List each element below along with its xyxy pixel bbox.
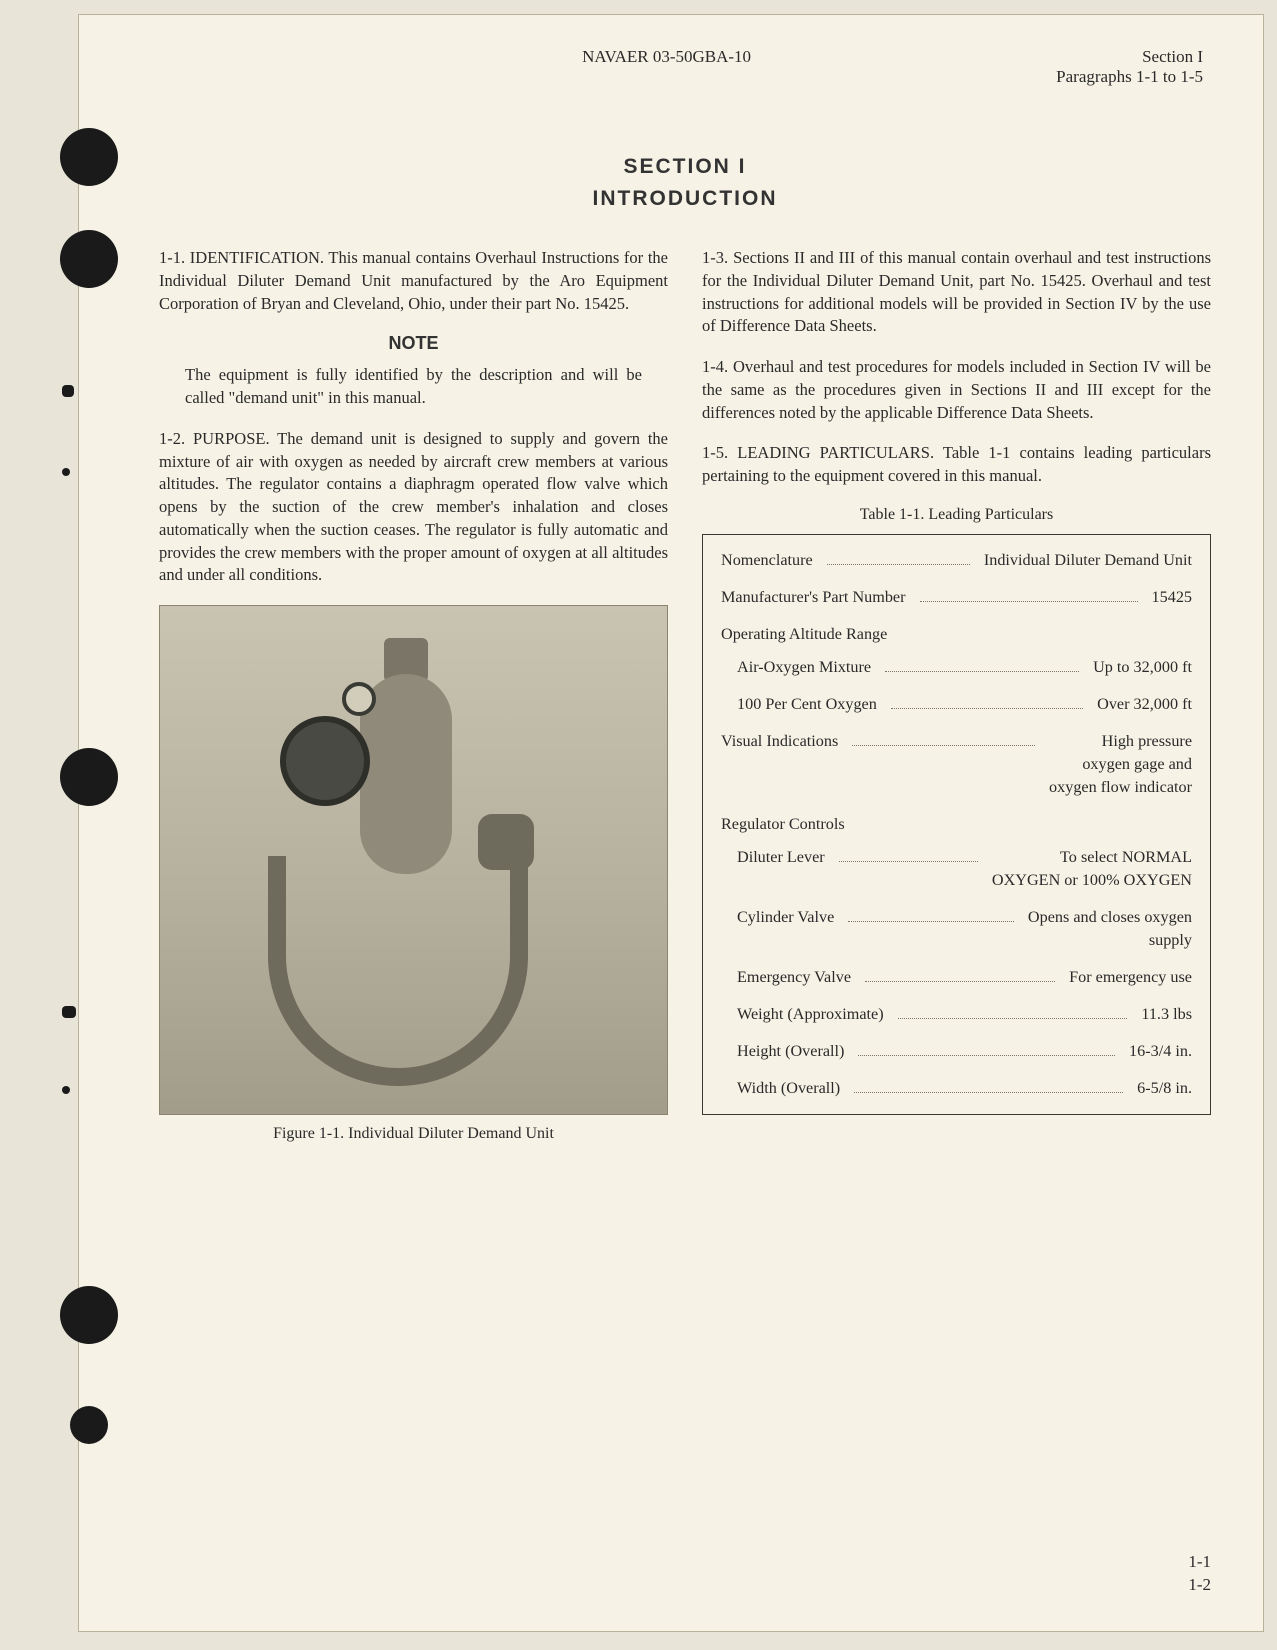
row-value: 15425	[1152, 586, 1192, 609]
para-range: Paragraphs 1-1 to 1-5	[1056, 67, 1203, 87]
row-label: Cylinder Valve	[737, 906, 834, 952]
row-label: Air-Oxygen Mixture	[737, 656, 871, 679]
table-row: Air-Oxygen Mixture Up to 32,000 ft	[721, 656, 1192, 679]
section-label: Section I	[1056, 47, 1203, 67]
para-1-1: 1-1. IDENTIFICATION. This manual contain…	[159, 247, 668, 315]
section-heading-line1: SECTION I	[159, 155, 1211, 179]
row-label: Emergency Valve	[737, 966, 851, 989]
table-row: Diluter Lever To select NORMAL OXYGEN or…	[721, 846, 1192, 892]
table-row: Nomenclature Individual Diluter Demand U…	[721, 549, 1192, 572]
para-1-5: 1-5. LEADING PARTICULARS. Table 1-1 cont…	[702, 442, 1211, 488]
row-value: Individual Diluter Demand Unit	[984, 549, 1192, 572]
para-1-2: 1-2. PURPOSE. The demand unit is designe…	[159, 428, 668, 587]
leader-dots	[827, 549, 970, 565]
table-row: Weight (Approximate) 11.3 lbs	[721, 1003, 1192, 1026]
edge-mark	[62, 385, 74, 397]
leader-dots	[854, 1077, 1123, 1093]
table-title: Table 1-1. Leading Particulars	[702, 506, 1211, 524]
page-numbers: 1-1 1-2	[1188, 1551, 1211, 1597]
row-value: Opens and closes oxygen supply	[1028, 906, 1192, 952]
row-label: Diluter Lever	[737, 846, 825, 892]
figure-1-1: Figure 1-1. Individual Diluter Demand Un…	[159, 605, 668, 1143]
table-row: 100 Per Cent Oxygen Over 32,000 ft	[721, 693, 1192, 716]
body-columns: 1-1. IDENTIFICATION. This manual contain…	[159, 247, 1211, 1149]
device-hose-end-icon	[478, 814, 534, 870]
page-number: 1-2	[1188, 1574, 1211, 1597]
left-column: 1-1. IDENTIFICATION. This manual contain…	[159, 247, 668, 1149]
binder-hole	[60, 1286, 118, 1344]
edge-mark	[62, 468, 70, 476]
binder-hole	[60, 128, 118, 186]
row-value: High pressure oxygen gage and oxygen flo…	[1049, 730, 1192, 799]
table-row: Emergency Valve For emergency use	[721, 966, 1192, 989]
alt-range-heading: Operating Altitude Range	[721, 623, 1192, 646]
figure-image	[159, 605, 668, 1115]
leader-dots	[891, 693, 1083, 709]
doc-number: NAVAER 03-50GBA-10	[167, 47, 1056, 87]
binder-hole	[70, 1406, 108, 1444]
row-label: Width (Overall)	[737, 1077, 840, 1100]
leader-dots	[848, 906, 1014, 922]
section-heading-line2: INTRODUCTION	[159, 187, 1211, 211]
leader-dots	[885, 656, 1079, 672]
binder-hole	[60, 748, 118, 806]
device-hose-icon	[268, 856, 528, 1086]
leader-dots	[852, 730, 1035, 746]
edge-mark	[62, 1086, 70, 1094]
page-header: NAVAER 03-50GBA-10 Section I Paragraphs …	[159, 47, 1211, 87]
row-value: Over 32,000 ft	[1097, 693, 1192, 716]
leader-dots	[920, 586, 1138, 602]
row-value: 16-3/4 in.	[1129, 1040, 1192, 1063]
figure-caption: Figure 1-1. Individual Diluter Demand Un…	[159, 1125, 668, 1143]
row-label: Visual Indications	[721, 730, 838, 799]
leader-dots	[865, 966, 1055, 982]
para-1-3: 1-3. Sections II and III of this manual …	[702, 247, 1211, 338]
device-gauge-icon	[342, 682, 376, 716]
row-label: Nomenclature	[721, 549, 813, 572]
device-regulator-icon	[280, 716, 370, 806]
table-row: Height (Overall) 16-3/4 in.	[721, 1040, 1192, 1063]
row-label: Weight (Approximate)	[737, 1003, 884, 1026]
leader-dots	[839, 846, 978, 862]
row-value: Up to 32,000 ft	[1093, 656, 1192, 679]
leading-particulars-table: Nomenclature Individual Diluter Demand U…	[702, 534, 1211, 1115]
row-value: 11.3 lbs	[1141, 1003, 1192, 1026]
binder-hole	[60, 230, 118, 288]
edge-mark	[62, 1006, 76, 1018]
page-number: 1-1	[1188, 1551, 1211, 1574]
table-row: Width (Overall) 6-5/8 in.	[721, 1077, 1192, 1100]
table-row: Manufacturer's Part Number 15425	[721, 586, 1192, 609]
row-label: Manufacturer's Part Number	[721, 586, 906, 609]
row-label: 100 Per Cent Oxygen	[737, 693, 877, 716]
row-value: To select NORMAL OXYGEN or 100% OXYGEN	[992, 846, 1192, 892]
header-right: Section I Paragraphs 1-1 to 1-5	[1056, 47, 1203, 87]
table-row: Visual Indications High pressure oxygen …	[721, 730, 1192, 799]
leader-dots	[858, 1040, 1115, 1056]
leader-dots	[898, 1003, 1128, 1019]
section-heading: SECTION I INTRODUCTION	[159, 155, 1211, 211]
page: NAVAER 03-50GBA-10 Section I Paragraphs …	[78, 14, 1264, 1632]
right-column: 1-3. Sections II and III of this manual …	[702, 247, 1211, 1149]
row-value: For emergency use	[1069, 966, 1192, 989]
reg-controls-heading: Regulator Controls	[721, 813, 1192, 836]
row-label: Height (Overall)	[737, 1040, 844, 1063]
note-heading: NOTE	[159, 333, 668, 354]
note-body: The equipment is fully identified by the…	[185, 364, 642, 410]
row-value: 6-5/8 in.	[1137, 1077, 1192, 1100]
para-1-4: 1-4. Overhaul and test procedures for mo…	[702, 356, 1211, 424]
table-row: Cylinder Valve Opens and closes oxygen s…	[721, 906, 1192, 952]
